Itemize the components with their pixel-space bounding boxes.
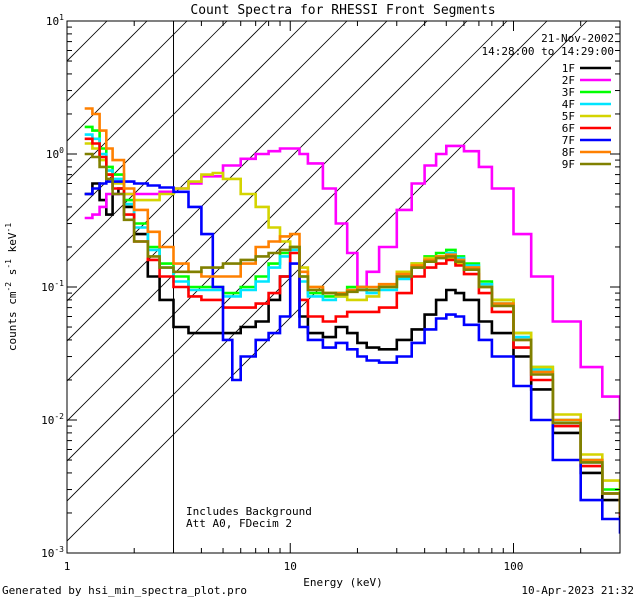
legend-label-7F: 7F <box>562 134 575 147</box>
hatch-line <box>67 21 268 222</box>
legend-label-6F: 6F <box>562 122 575 135</box>
x-tick-label: 1 <box>64 560 71 573</box>
series-7F-line <box>84 180 620 534</box>
y-tick-label: 10-3 <box>41 545 64 560</box>
x-tick-label: 100 <box>504 560 524 573</box>
legend-label-9F: 9F <box>562 158 575 171</box>
excluded-energy-hatch <box>67 21 588 542</box>
generation-timestamp: 10-Apr-2023 21:32 <box>521 584 634 597</box>
hatch-line <box>67 21 308 262</box>
legend-label-8F: 8F <box>562 146 575 159</box>
observation-date: 21-Nov-2002 <box>541 32 614 45</box>
series-2F-line <box>84 144 620 420</box>
hatch-line <box>67 21 428 382</box>
x-tick-label: 10 <box>284 560 297 573</box>
chart-title: Count Spectra for RHESSI Front Segments <box>190 3 495 18</box>
legend-label-5F: 5F <box>562 110 575 123</box>
annotation-background: Includes Background <box>186 505 312 518</box>
legend-label-2F: 2F <box>562 74 575 87</box>
time-range: 14:28:00 to 14:29:00 <box>482 45 614 58</box>
y-tick-label: 101 <box>46 13 64 28</box>
series-5F-line <box>84 142 620 501</box>
legend-label-4F: 4F <box>562 98 575 111</box>
series-6F-line <box>84 137 620 516</box>
generator-credit: Generated by hsi_min_spectra_plot.pro <box>2 584 248 597</box>
series-1F-line <box>84 182 620 519</box>
x-axis-label: Energy (keV) <box>303 576 382 589</box>
legend-label-3F: 3F <box>562 86 575 99</box>
plot-frame <box>66 20 621 554</box>
legend-label-1F: 1F <box>562 62 575 75</box>
y-tick-label: 10-2 <box>41 412 64 427</box>
annotation-attenuator: Att A0, FDecim 2 <box>186 517 292 530</box>
series-9F-line <box>84 152 620 513</box>
hatch-line <box>67 21 388 342</box>
hatch-line <box>67 21 188 142</box>
y-tick-label: 100 <box>46 146 64 161</box>
y-axis-label: counts cm-2 s-1 keV-1 <box>4 223 19 351</box>
hatch-line <box>67 21 228 182</box>
hatch-line <box>67 21 348 302</box>
series-3F-line <box>84 125 620 513</box>
y-tick-label: 10-1 <box>41 279 64 294</box>
